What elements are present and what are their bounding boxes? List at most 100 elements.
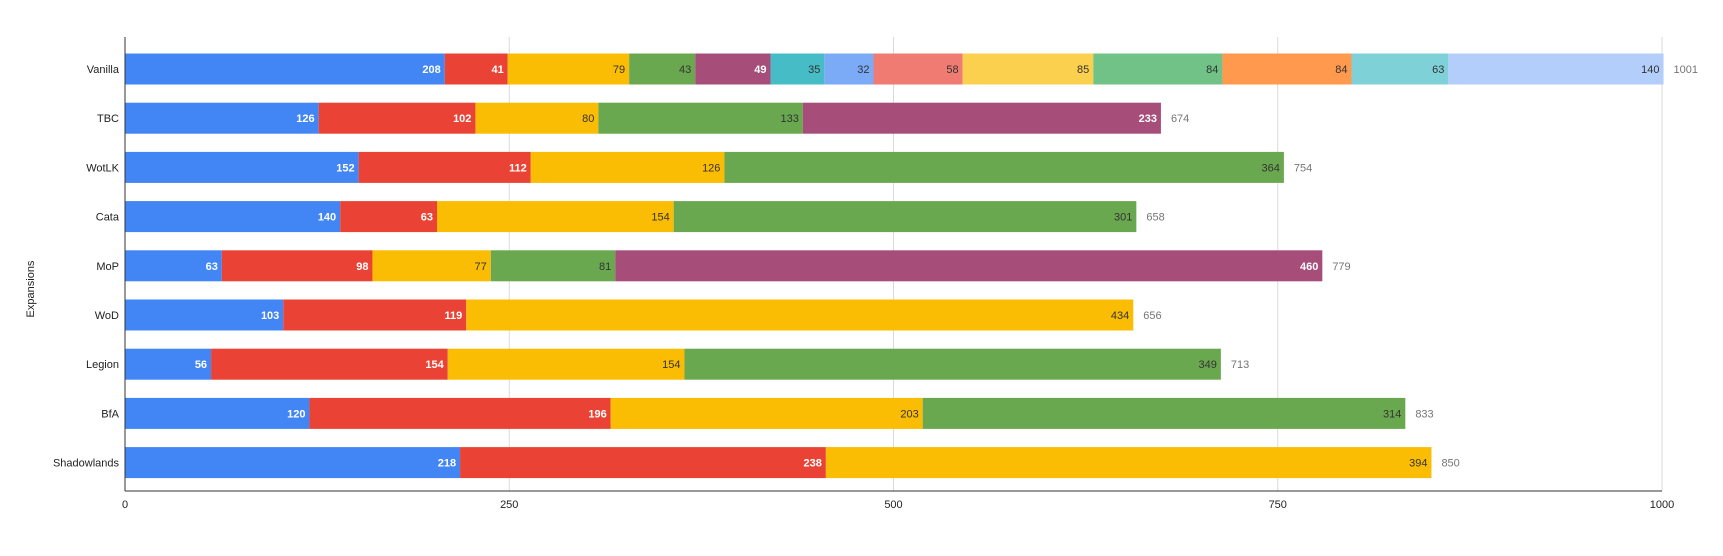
data-label: 41: [491, 64, 503, 76]
axes: 0 250 500 750 1000 Vanilla TBC WotLK Cata MoP WoD L…: [53, 37, 1674, 511]
data-label: 98: [356, 261, 368, 273]
total-label: 779: [1332, 261, 1350, 273]
y-tick-label: Cata: [96, 212, 120, 224]
bar-segment: [221, 250, 373, 282]
y-tick-label: Legion: [86, 359, 119, 371]
bar-segment: [1351, 53, 1449, 85]
bar-segment: [340, 201, 438, 233]
bar-segment: [530, 151, 725, 183]
data-label: 63: [421, 212, 433, 224]
bar-segment: [695, 53, 771, 85]
data-label: 140: [1641, 64, 1659, 76]
data-label: 84: [1335, 64, 1347, 76]
total-label: 754: [1294, 162, 1312, 174]
bar-segment: [684, 348, 1221, 380]
data-label: 56: [195, 359, 207, 371]
x-tick-label: 1000: [1650, 499, 1674, 511]
bar-segment: [825, 447, 1432, 479]
data-label: 103: [261, 310, 279, 322]
bar-segment: [1093, 53, 1223, 85]
data-label: 233: [1139, 113, 1157, 125]
data-label: 208: [422, 64, 440, 76]
bar-segment: [873, 53, 963, 85]
data-label: 63: [206, 261, 218, 273]
data-label: 120: [287, 408, 305, 420]
bar-segment: [466, 299, 1134, 331]
bar-segment: [629, 53, 696, 85]
bar-segment: [437, 201, 674, 233]
data-label: 314: [1383, 408, 1401, 420]
data-label: 460: [1300, 261, 1318, 273]
data-label: 43: [679, 64, 691, 76]
bar-segment: [283, 299, 467, 331]
bar-segment: [460, 447, 826, 479]
bar-segment: [1222, 53, 1352, 85]
bar-segment: [125, 102, 319, 134]
total-label: 658: [1146, 212, 1164, 224]
bar-segment: [598, 102, 803, 134]
data-label: 301: [1114, 212, 1132, 224]
bars: 208 41 79 43 49 35 32 58 85 84 84 63 140 1001 126 102 80…: [125, 53, 1698, 479]
x-tick-label: 750: [1269, 499, 1287, 511]
bar-segment: [447, 348, 685, 380]
y-axis-title: Expansions: [25, 260, 37, 317]
total-label: 1001: [1674, 64, 1698, 76]
data-label: 63: [1432, 64, 1444, 76]
y-tick-label: Vanilla: [87, 64, 120, 76]
total-label: 656: [1143, 310, 1161, 322]
bar-segment: [125, 151, 359, 183]
data-label: 80: [582, 113, 594, 125]
y-tick-label: MoP: [96, 261, 119, 273]
bar-segment: [673, 201, 1137, 233]
data-label: 126: [702, 162, 720, 174]
data-label: 434: [1111, 310, 1129, 322]
bar-segment: [211, 348, 448, 380]
data-label: 196: [588, 408, 606, 420]
x-tick-label: 250: [500, 499, 518, 511]
data-label: 81: [599, 261, 611, 273]
data-label: 49: [754, 64, 766, 76]
y-tick-label: BfA: [101, 408, 119, 420]
data-label: 349: [1199, 359, 1217, 371]
x-tick-label: 0: [122, 499, 128, 511]
bar-segment: [125, 299, 284, 331]
data-label: 364: [1262, 162, 1280, 174]
data-label: 154: [651, 212, 669, 224]
bar-segment: [724, 151, 1284, 183]
y-tick-label: WotLK: [86, 162, 119, 174]
data-label: 203: [900, 408, 918, 420]
data-label: 77: [475, 261, 487, 273]
data-label: 84: [1206, 64, 1218, 76]
data-label: 32: [857, 64, 869, 76]
bar-segment: [922, 397, 1406, 429]
bar-segment: [125, 53, 445, 85]
bar-segment: [125, 201, 341, 233]
bar-segment: [444, 53, 508, 85]
data-label: 238: [804, 458, 822, 470]
total-label: 850: [1441, 458, 1459, 470]
bar-segment: [318, 102, 476, 134]
bar-segment: [1448, 53, 1664, 85]
data-label: 126: [296, 113, 314, 125]
bar-segment: [125, 250, 222, 282]
bar-segment: [358, 151, 531, 183]
total-label: 833: [1415, 408, 1433, 420]
bar-segment: [475, 102, 599, 134]
bar-segment: [125, 397, 310, 429]
total-label: 674: [1171, 113, 1189, 125]
x-tick-label: 500: [884, 499, 902, 511]
y-tick-label: TBC: [97, 113, 119, 125]
data-label: 119: [444, 310, 462, 322]
data-label: 394: [1409, 458, 1427, 470]
data-label: 112: [509, 162, 527, 174]
bar-segment: [615, 250, 1323, 282]
data-label: 133: [780, 113, 798, 125]
y-tick-label: WoD: [95, 310, 119, 322]
bar-segment: [824, 53, 874, 85]
bar-segment: [962, 53, 1094, 85]
bar-segment: [372, 250, 491, 282]
bar-segment: [309, 397, 611, 429]
data-label: 79: [613, 64, 625, 76]
